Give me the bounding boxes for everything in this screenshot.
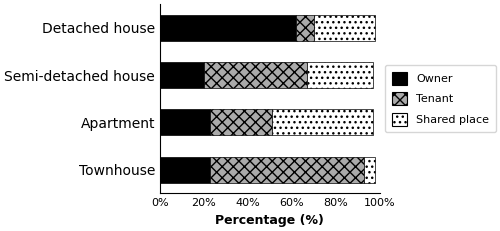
Bar bbox=[314, 15, 375, 41]
Bar bbox=[364, 157, 375, 183]
Bar bbox=[296, 15, 314, 41]
X-axis label: Percentage (%): Percentage (%) bbox=[215, 214, 324, 227]
Bar bbox=[210, 157, 364, 183]
Bar bbox=[160, 15, 296, 41]
Bar bbox=[204, 62, 307, 88]
Bar bbox=[210, 109, 272, 135]
Legend: Owner, Tenant, Shared place: Owner, Tenant, Shared place bbox=[385, 65, 496, 133]
Bar bbox=[307, 62, 373, 88]
Bar bbox=[160, 157, 210, 183]
Bar bbox=[160, 62, 204, 88]
Bar bbox=[272, 109, 373, 135]
Bar bbox=[160, 109, 210, 135]
